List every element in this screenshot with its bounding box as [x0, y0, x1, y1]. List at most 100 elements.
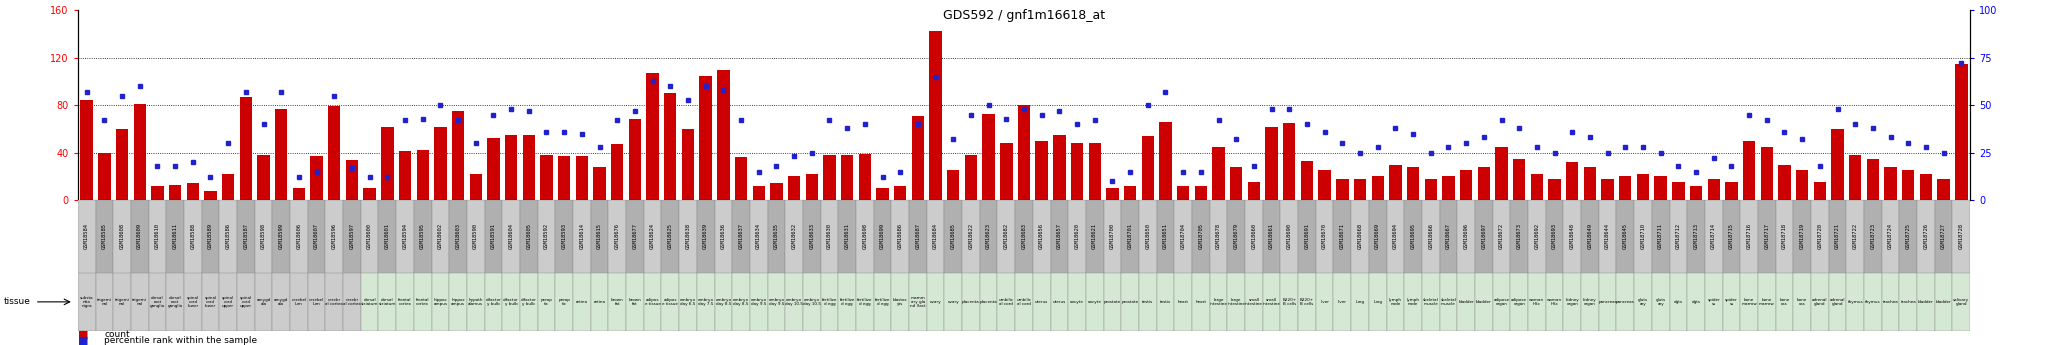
Text: ovary: ovary — [948, 300, 958, 304]
Bar — [821, 273, 838, 331]
Bar — [983, 114, 995, 200]
Text: preop
tic: preop tic — [559, 298, 569, 306]
Text: fertilize
d egg: fertilize d egg — [858, 298, 872, 306]
Text: GSM18713: GSM18713 — [1694, 223, 1698, 249]
Bar — [117, 129, 129, 200]
Bar — [1688, 200, 1704, 273]
Text: GSM18649: GSM18649 — [1587, 223, 1593, 249]
Bar — [485, 200, 502, 273]
Text: GSM18711: GSM18711 — [1659, 223, 1663, 249]
Bar — [432, 273, 449, 331]
Bar — [1032, 273, 1051, 331]
Text: placenta: placenta — [963, 300, 979, 304]
Bar — [944, 273, 963, 331]
Bar — [1794, 200, 1810, 273]
Text: GSM18614: GSM18614 — [580, 223, 584, 249]
Text: GSM18639: GSM18639 — [702, 223, 709, 249]
Bar — [1157, 273, 1174, 331]
Bar — [784, 273, 803, 331]
Bar — [1794, 273, 1810, 331]
Bar — [1655, 176, 1667, 200]
Text: GSM18630: GSM18630 — [827, 223, 831, 249]
Bar — [1810, 273, 1829, 331]
Bar — [643, 273, 662, 331]
Bar — [1493, 200, 1509, 273]
Text: bone
marrow: bone marrow — [1759, 298, 1776, 306]
Text: adipose
organ: adipose organ — [1511, 298, 1528, 306]
Bar — [717, 70, 729, 200]
Bar — [311, 156, 324, 200]
Text: GSM18690: GSM18690 — [1286, 223, 1292, 249]
Bar — [78, 200, 96, 273]
Bar — [205, 190, 217, 200]
Text: GSM18623: GSM18623 — [987, 223, 991, 249]
Bar — [1634, 200, 1653, 273]
Bar — [272, 200, 291, 273]
Bar — [856, 200, 874, 273]
Bar — [1669, 273, 1688, 331]
Bar — [1882, 273, 1898, 331]
Bar — [1120, 200, 1139, 273]
Text: preop
tic: preop tic — [541, 298, 553, 306]
Text: GSM18691: GSM18691 — [1305, 223, 1309, 249]
Text: GSM18683: GSM18683 — [1022, 223, 1026, 249]
Bar — [1227, 273, 1245, 331]
Text: GSM18686: GSM18686 — [897, 223, 903, 249]
Text: percentile rank within the sample: percentile rank within the sample — [104, 336, 258, 345]
Text: GSM18586: GSM18586 — [225, 223, 231, 249]
Bar — [1319, 170, 1331, 200]
Bar — [1495, 147, 1507, 200]
Bar — [1829, 200, 1847, 273]
Text: lymph
node: lymph node — [1407, 298, 1419, 306]
Text: spinal
cord
lower: spinal cord lower — [186, 296, 199, 308]
Bar — [254, 273, 272, 331]
Bar — [680, 200, 696, 273]
Bar — [999, 143, 1012, 200]
Bar — [1935, 273, 1952, 331]
Text: GSM18667: GSM18667 — [1446, 223, 1450, 249]
Text: GSM18695: GSM18695 — [1411, 223, 1415, 249]
Text: GSM18600: GSM18600 — [367, 223, 373, 249]
Text: GSM18687: GSM18687 — [915, 223, 920, 249]
Bar — [1174, 273, 1192, 331]
Bar — [590, 200, 608, 273]
Bar — [449, 273, 467, 331]
Text: GSM18719: GSM18719 — [1800, 223, 1804, 249]
Bar — [733, 273, 750, 331]
Text: frontal
cortex: frontal cortex — [416, 298, 430, 306]
Bar — [1300, 161, 1313, 200]
Text: GSM18679: GSM18679 — [1233, 223, 1239, 249]
Bar — [96, 273, 113, 331]
Bar — [874, 200, 891, 273]
Bar — [1956, 64, 1968, 200]
Bar — [1458, 200, 1475, 273]
Bar — [467, 200, 485, 273]
Text: tissue: tissue — [4, 297, 31, 306]
Bar — [784, 200, 803, 273]
Bar — [997, 273, 1016, 331]
Bar — [1847, 200, 1864, 273]
Text: GSM18657: GSM18657 — [1057, 223, 1061, 249]
Text: GSM18701: GSM18701 — [1128, 223, 1133, 249]
Text: prostate: prostate — [1104, 300, 1120, 304]
Bar — [1509, 273, 1528, 331]
Bar — [946, 170, 958, 200]
Bar — [1475, 273, 1493, 331]
Text: bone
oss: bone oss — [1796, 298, 1806, 306]
Text: substa
ntia
nigra: substa ntia nigra — [80, 296, 94, 308]
Text: GSM18660: GSM18660 — [1251, 223, 1255, 249]
Bar — [1368, 200, 1386, 273]
Bar — [715, 273, 733, 331]
Bar — [346, 160, 358, 200]
Bar — [307, 200, 326, 273]
Bar — [590, 273, 608, 331]
Bar — [838, 200, 856, 273]
Bar — [627, 200, 643, 273]
Bar — [1530, 174, 1542, 200]
Bar — [379, 273, 395, 331]
Bar — [1563, 273, 1581, 331]
Bar — [842, 155, 854, 200]
Text: gluts
ary: gluts ary — [1655, 298, 1665, 306]
Text: large
intestine: large intestine — [1227, 298, 1245, 306]
Text: GSM18608: GSM18608 — [119, 223, 125, 249]
